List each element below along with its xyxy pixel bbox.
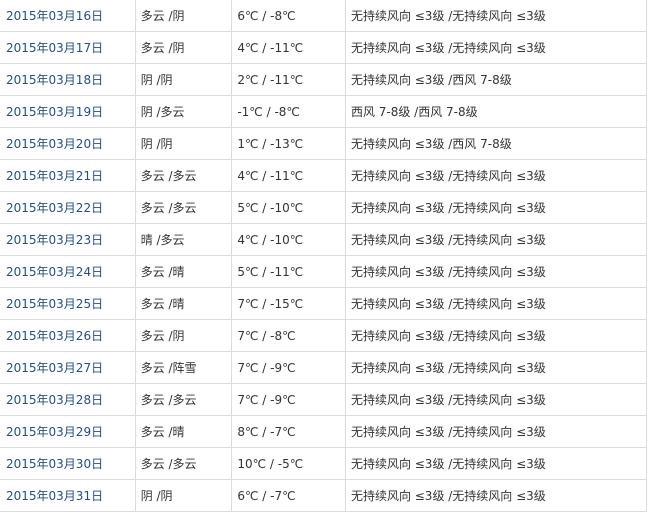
table-row: 2015年03月29日 多云 /晴 8℃ / -7℃ 无持续风向 ≤3级 /无持续风向… bbox=[0, 415, 648, 448]
date-cell: 2015年03月17日 bbox=[0, 31, 136, 64]
table-row: 2015年03月30日 多云 /多云 10℃ / -5℃ 无持续风向 ≤3级 /无持续… bbox=[0, 447, 648, 480]
date-link[interactable]: 2015年03月21日 bbox=[6, 169, 104, 183]
date-cell: 2015年03月28日 bbox=[0, 383, 136, 416]
wind-cell: 无持续风向 ≤3级 /无持续风向 ≤3级 bbox=[344, 31, 648, 64]
wind-cell: 西风 7-8级 /西风 7-8级 bbox=[344, 95, 648, 128]
date-cell: 2015年03月20日 bbox=[0, 127, 136, 160]
wind-cell: 无持续风向 ≤3级 /无持续风向 ≤3级 bbox=[344, 383, 648, 416]
temperature-cell: 5℃ / -11℃ bbox=[231, 255, 346, 288]
wind-cell: 无持续风向 ≤3级 /无持续风向 ≤3级 bbox=[344, 479, 648, 512]
weather-cell: 多云 /多云 bbox=[134, 383, 233, 416]
table-row: 2015年03月28日 多云 /多云 7℃ / -9℃ 无持续风向 ≤3级 /无持续风… bbox=[0, 383, 648, 416]
temperature-cell: 8℃ / -7℃ bbox=[231, 415, 346, 448]
date-cell: 2015年03月21日 bbox=[0, 159, 136, 192]
date-link[interactable]: 2015年03月26日 bbox=[6, 329, 104, 343]
date-link[interactable]: 2015年03月31日 bbox=[6, 489, 104, 503]
wind-cell: 无持续风向 ≤3级 /西风 7-8级 bbox=[344, 127, 648, 160]
date-link[interactable]: 2015年03月29日 bbox=[6, 425, 104, 439]
wind-cell: 无持续风向 ≤3级 /无持续风向 ≤3级 bbox=[344, 0, 648, 32]
weather-cell: 阴 /阴 bbox=[134, 479, 233, 512]
wind-cell: 无持续风向 ≤3级 /无持续风向 ≤3级 bbox=[344, 191, 648, 224]
date-link[interactable]: 2015年03月25日 bbox=[6, 297, 104, 311]
weather-cell: 多云 /多云 bbox=[134, 159, 233, 192]
table-row: 2015年03月21日 多云 /多云 4℃ / -11℃ 无持续风向 ≤3级 /无持续… bbox=[0, 159, 648, 192]
temperature-cell: 7℃ / -8℃ bbox=[231, 319, 346, 352]
wind-cell: 无持续风向 ≤3级 /无持续风向 ≤3级 bbox=[344, 351, 648, 384]
wind-cell: 无持续风向 ≤3级 /无持续风向 ≤3级 bbox=[344, 223, 648, 256]
table-row: 2015年03月25日 多云 /晴 7℃ / -15℃ 无持续风向 ≤3级 /无持续风… bbox=[0, 287, 648, 320]
date-cell: 2015年03月30日 bbox=[0, 447, 136, 480]
wind-cell: 无持续风向 ≤3级 /无持续风向 ≤3级 bbox=[344, 255, 648, 288]
table-row: 2015年03月31日 阴 /阴 6℃ / -7℃ 无持续风向 ≤3级 /无持续风向 … bbox=[0, 479, 648, 512]
wind-cell: 无持续风向 ≤3级 /无持续风向 ≤3级 bbox=[344, 287, 648, 320]
date-link[interactable]: 2015年03月18日 bbox=[6, 73, 104, 87]
table-row: 2015年03月17日 多云 /阴 4℃ / -11℃ 无持续风向 ≤3级 /无持续风… bbox=[0, 31, 648, 64]
date-cell: 2015年03月22日 bbox=[0, 191, 136, 224]
temperature-cell: 2℃ / -11℃ bbox=[231, 63, 346, 96]
table-row: 2015年03月22日 多云 /多云 5℃ / -10℃ 无持续风向 ≤3级 /无持续… bbox=[0, 191, 648, 224]
temperature-cell: 4℃ / -11℃ bbox=[231, 159, 346, 192]
wind-cell: 无持续风向 ≤3级 /无持续风向 ≤3级 bbox=[344, 415, 648, 448]
temperature-cell: 10℃ / -5℃ bbox=[231, 447, 346, 480]
date-link[interactable]: 2015年03月16日 bbox=[6, 9, 104, 23]
weather-cell: 多云 /晴 bbox=[134, 287, 233, 320]
weather-cell: 多云 /阴 bbox=[134, 31, 233, 64]
date-cell: 2015年03月23日 bbox=[0, 223, 136, 256]
date-cell: 2015年03月31日 bbox=[0, 479, 136, 512]
weather-cell: 多云 /晴 bbox=[134, 415, 233, 448]
temperature-cell: 6℃ / -7℃ bbox=[231, 479, 346, 512]
wind-cell: 无持续风向 ≤3级 /无持续风向 ≤3级 bbox=[344, 447, 648, 480]
temperature-cell: 4℃ / -11℃ bbox=[231, 31, 346, 64]
wind-cell: 无持续风向 ≤3级 /西风 7-8级 bbox=[344, 63, 648, 96]
weather-cell: 多云 /晴 bbox=[134, 255, 233, 288]
date-link[interactable]: 2015年03月17日 bbox=[6, 41, 104, 55]
table-row: 2015年03月16日 多云 /阴 6℃ / -8℃ 无持续风向 ≤3级 /无持续风向… bbox=[0, 0, 648, 32]
table-row: 2015年03月23日 晴 /多云 4℃ / -10℃ 无持续风向 ≤3级 /无持续风… bbox=[0, 223, 648, 256]
table-row: 2015年03月27日 多云 /阵雪 7℃ / -9℃ 无持续风向 ≤3级 /无持续风… bbox=[0, 351, 648, 384]
date-link[interactable]: 2015年03月23日 bbox=[6, 233, 104, 247]
weather-cell: 多云 /阴 bbox=[134, 0, 233, 32]
date-cell: 2015年03月29日 bbox=[0, 415, 136, 448]
temperature-cell: 6℃ / -8℃ bbox=[231, 0, 346, 32]
temperature-cell: 4℃ / -10℃ bbox=[231, 223, 346, 256]
date-link[interactable]: 2015年03月19日 bbox=[6, 105, 104, 119]
weather-cell: 阴 /多云 bbox=[134, 95, 233, 128]
table-row: 2015年03月19日 阴 /多云 -1℃ / -8℃ 西风 7-8级 /西风 7-8… bbox=[0, 95, 648, 128]
weather-cell: 多云 /阵雪 bbox=[134, 351, 233, 384]
temperature-cell: 7℃ / -9℃ bbox=[231, 383, 346, 416]
weather-cell: 多云 /阴 bbox=[134, 319, 233, 352]
temperature-cell: 7℃ / -15℃ bbox=[231, 287, 346, 320]
date-cell: 2015年03月18日 bbox=[0, 63, 136, 96]
weather-cell: 阴 /阴 bbox=[134, 127, 233, 160]
table-row: 2015年03月20日 阴 /阴 1℃ / -13℃ 无持续风向 ≤3级 /西风 7-… bbox=[0, 127, 648, 160]
date-link[interactable]: 2015年03月20日 bbox=[6, 137, 104, 151]
date-cell: 2015年03月24日 bbox=[0, 255, 136, 288]
weather-cell: 阴 /阴 bbox=[134, 63, 233, 96]
weather-cell: 多云 /多云 bbox=[134, 447, 233, 480]
date-link[interactable]: 2015年03月28日 bbox=[6, 393, 104, 407]
table-row: 2015年03月18日 阴 /阴 2℃ / -11℃ 无持续风向 ≤3级 /西风 7-… bbox=[0, 63, 648, 96]
table-row: 2015年03月26日 多云 /阴 7℃ / -8℃ 无持续风向 ≤3级 /无持续风向… bbox=[0, 319, 648, 352]
temperature-cell: 5℃ / -10℃ bbox=[231, 191, 346, 224]
date-cell: 2015年03月26日 bbox=[0, 319, 136, 352]
temperature-cell: 1℃ / -13℃ bbox=[231, 127, 346, 160]
date-link[interactable]: 2015年03月30日 bbox=[6, 457, 104, 471]
date-cell: 2015年03月25日 bbox=[0, 287, 136, 320]
temperature-cell: 7℃ / -9℃ bbox=[231, 351, 346, 384]
weather-cell: 多云 /多云 bbox=[134, 191, 233, 224]
temperature-cell: -1℃ / -8℃ bbox=[231, 95, 346, 128]
weather-cell: 晴 /多云 bbox=[134, 223, 233, 256]
wind-cell: 无持续风向 ≤3级 /无持续风向 ≤3级 bbox=[344, 319, 648, 352]
date-link[interactable]: 2015年03月22日 bbox=[6, 201, 104, 215]
wind-cell: 无持续风向 ≤3级 /无持续风向 ≤3级 bbox=[344, 159, 648, 192]
date-cell: 2015年03月19日 bbox=[0, 95, 136, 128]
table-row: 2015年03月24日 多云 /晴 5℃ / -11℃ 无持续风向 ≤3级 /无持续风… bbox=[0, 255, 648, 288]
date-link[interactable]: 2015年03月27日 bbox=[6, 361, 104, 375]
date-cell: 2015年03月16日 bbox=[0, 0, 136, 32]
date-cell: 2015年03月27日 bbox=[0, 351, 136, 384]
date-link[interactable]: 2015年03月24日 bbox=[6, 265, 104, 279]
